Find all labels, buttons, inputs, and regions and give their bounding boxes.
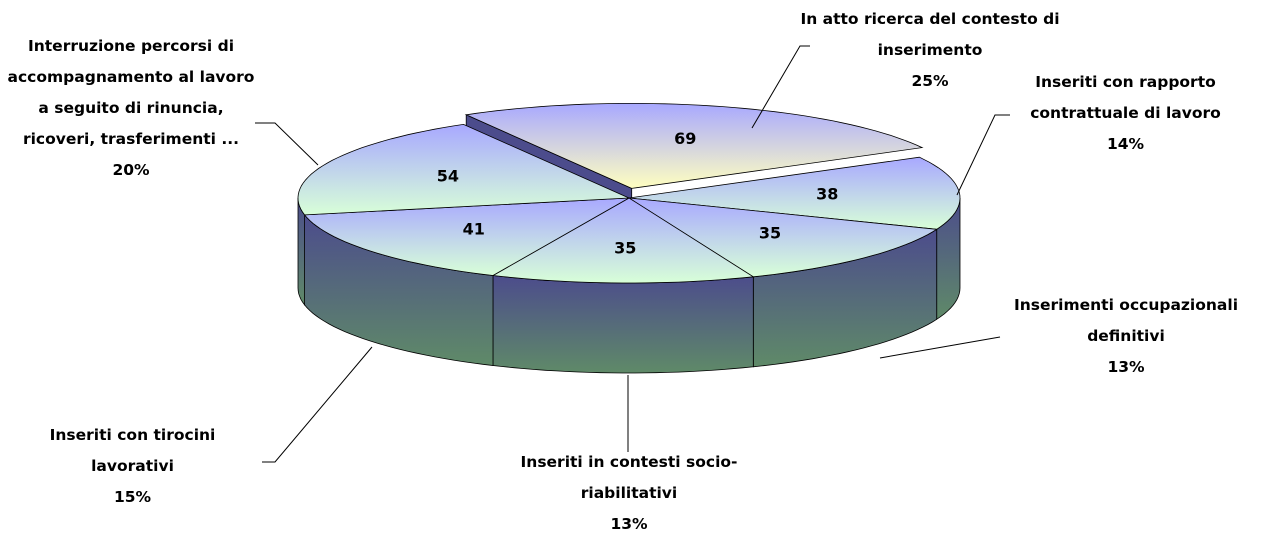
category-name: In atto ricerca del contesto di inserime… [800,10,1060,59]
leader-line [956,114,1010,196]
leader-line [255,122,319,166]
category-name: Inserimenti occupazionali definitivi [1013,296,1239,345]
percent-label: 25% [911,72,949,90]
leader-line [879,336,1001,359]
percent-label: 13% [1107,358,1145,376]
slice-label: Inserimenti occupazionali definitivi 13% [995,290,1257,383]
category-name: Interruzione percorsi di accompagnamento… [7,37,255,148]
slice [297,123,630,216]
slice-label: Inseriti con rapporto contrattuale di la… [1008,67,1243,160]
slice-label: In atto ricerca del contesto di inserime… [800,4,1060,97]
leader-line [262,346,373,463]
slice-label: Interruzione percorsi di accompagnamento… [0,31,262,186]
value-label: 35 [614,239,636,258]
value-label: 54 [437,167,459,186]
slice [303,197,630,276]
percent-label: 20% [112,161,150,179]
value-label: 41 [463,219,485,238]
slice [628,197,938,278]
percent-label: 13% [610,515,648,533]
value-label: 38 [816,184,838,203]
category-name: Inseriti in contesti socio-riabilitativi [520,453,738,502]
leader-line [751,45,810,129]
slice-label: Inseriti in contesti socio-riabilitativi… [495,447,763,535]
slice [464,103,924,189]
percent-label: 14% [1106,135,1145,153]
category-name: Inseriti con tirocini lavorativi [49,426,216,475]
slice [628,156,961,230]
percent-label: 15% [113,488,152,506]
value-label: 69 [674,129,696,148]
slice-side [492,275,754,374]
value-label: 35 [759,223,781,242]
category-name: Inseriti con rapporto contrattuale di la… [1030,73,1221,122]
slice-label: Inseriti con tirocini lavorativi 15% [20,420,245,513]
slice [491,197,755,284]
